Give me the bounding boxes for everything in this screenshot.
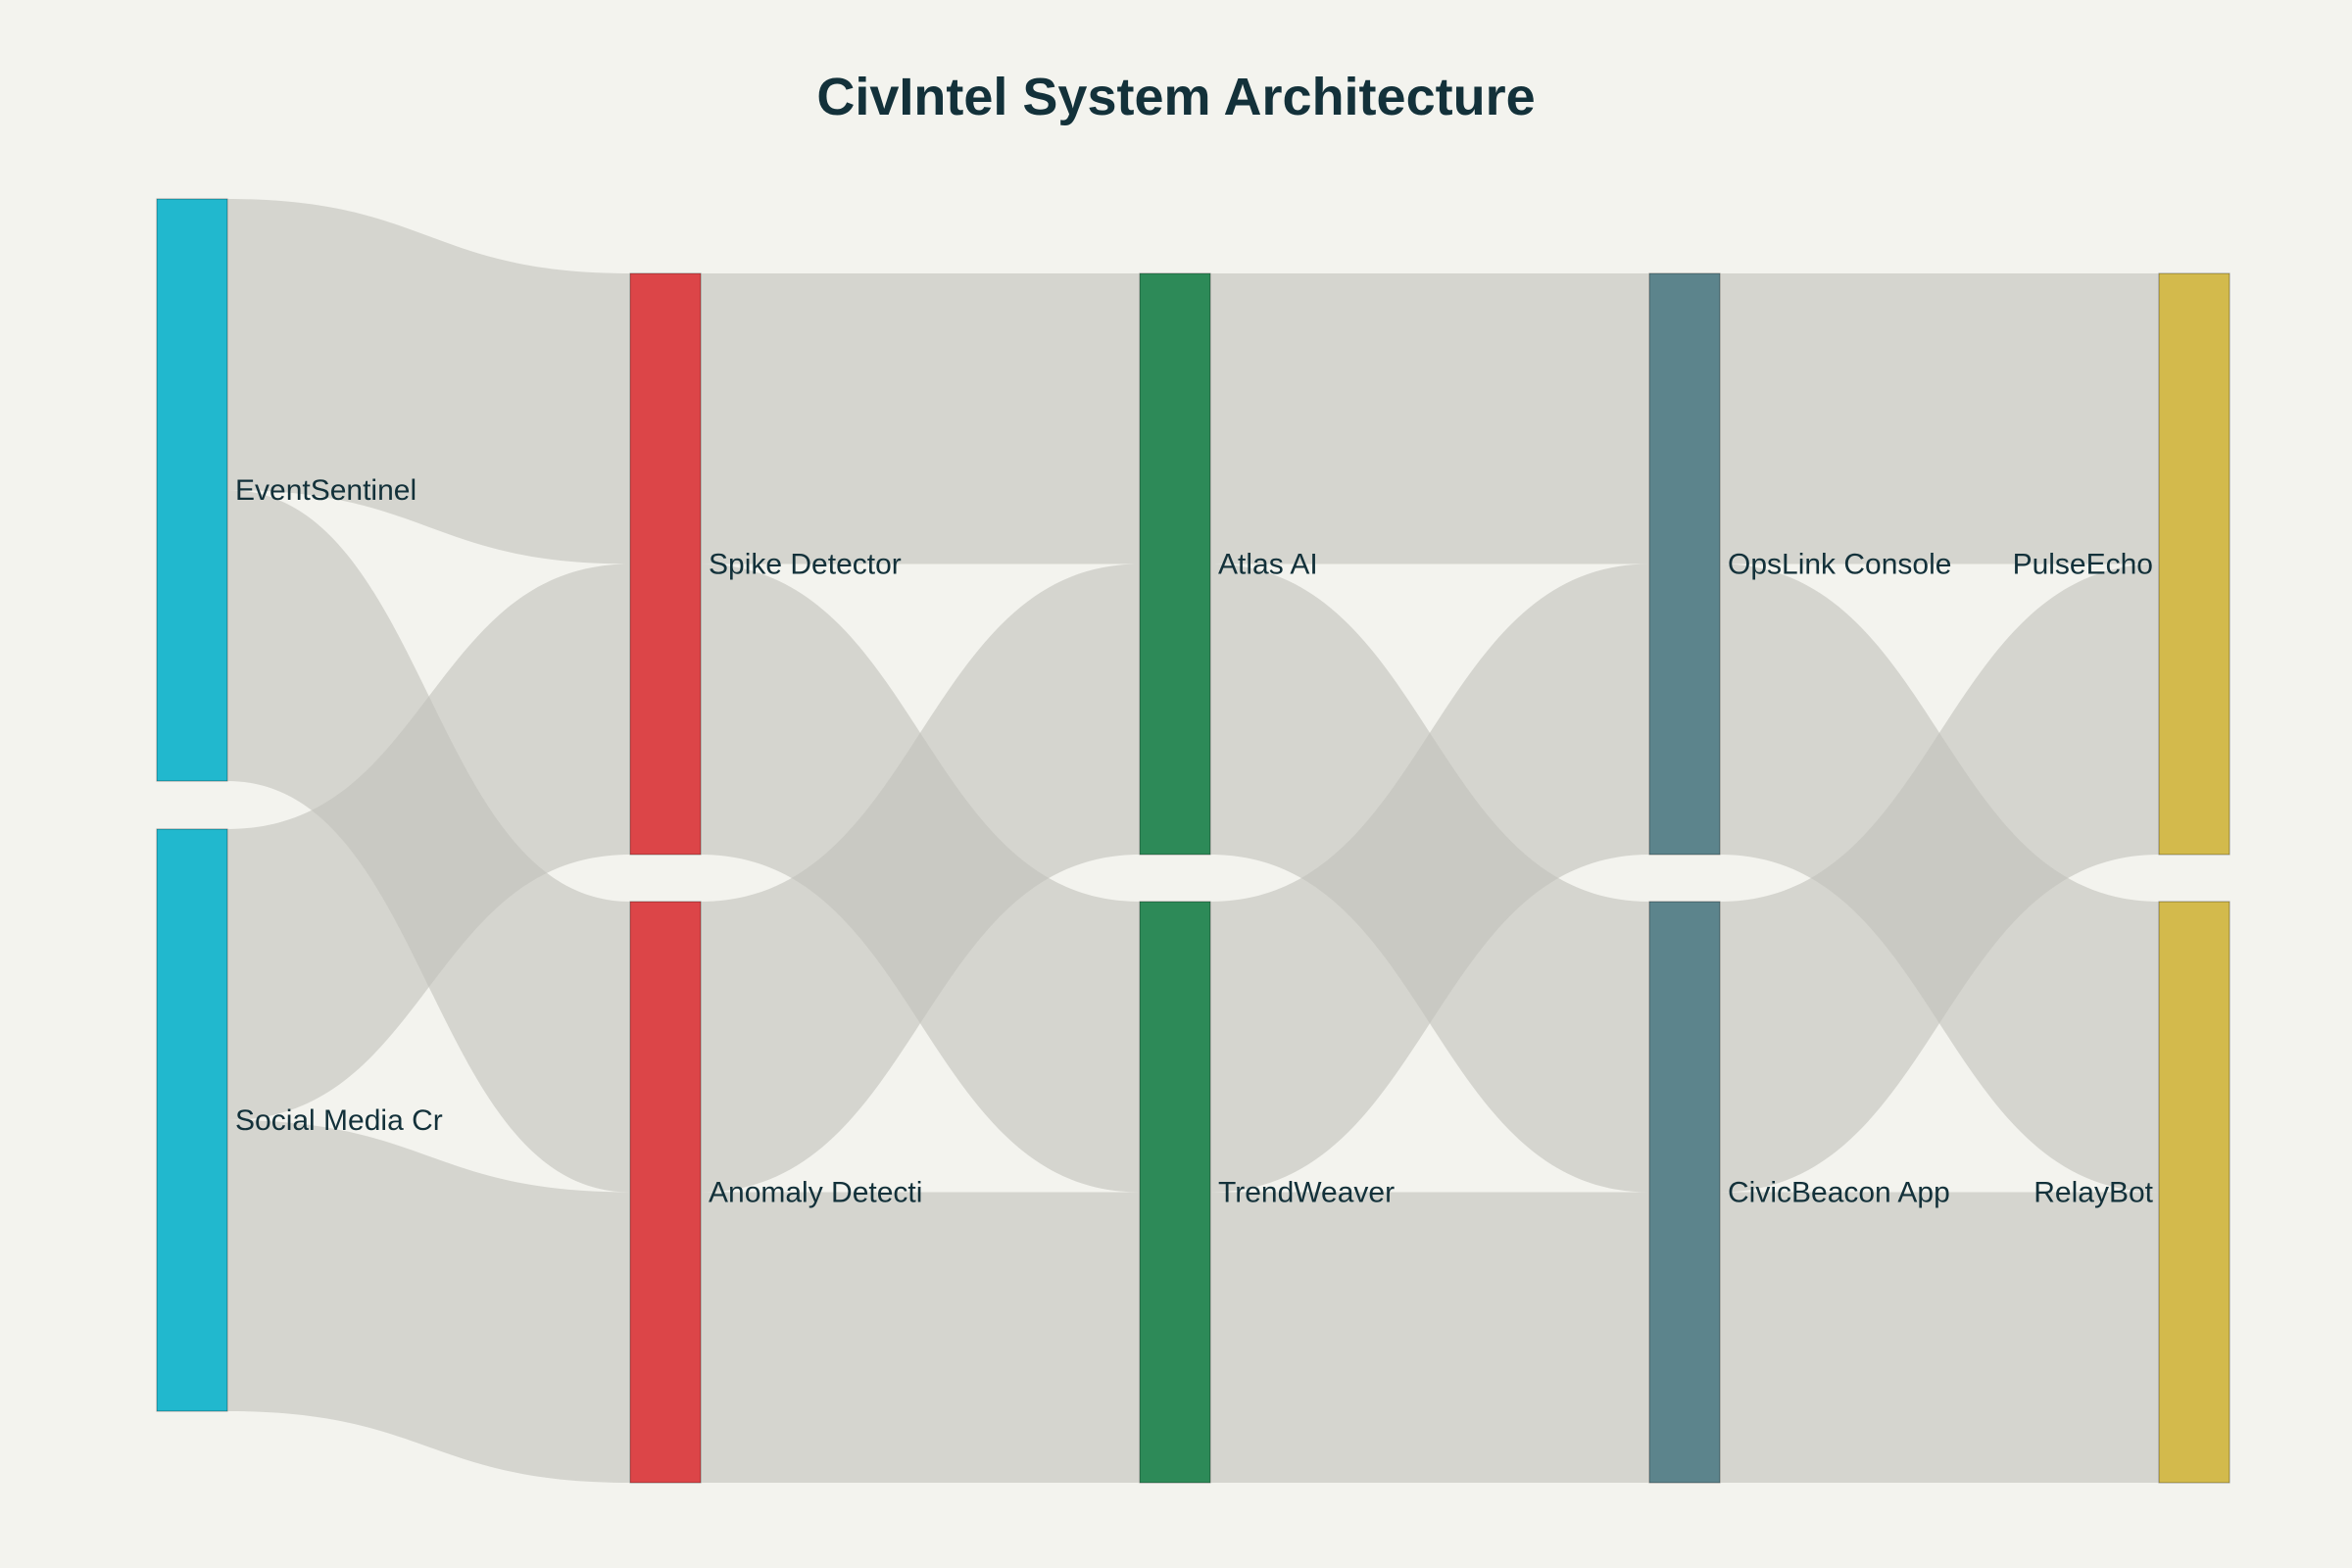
- link-anomaly_detection-to-atlas_ai: [701, 564, 1140, 1193]
- link-spike_detector-to-atlas_ai: [701, 273, 1140, 564]
- node-label-relaybot: RelayBot: [2034, 1177, 2153, 1209]
- node-label-spike_detector: Spike Detector: [709, 549, 902, 581]
- link-social_media-to-spike_detector: [227, 564, 630, 1120]
- node-atlas_ai[interactable]: [1139, 272, 1211, 856]
- node-label-atlas_ai: Atlas AI: [1218, 549, 1318, 581]
- link-civicbeacon_app-to-relaybot: [1720, 1192, 2159, 1483]
- link-trendweaver-to-opslink_console: [1210, 564, 1649, 1193]
- node-event_sentinel[interactable]: [156, 198, 228, 782]
- node-opslink_console[interactable]: [1648, 272, 1721, 856]
- node-label-pulseecho: PulseEcho: [2013, 549, 2153, 581]
- link-trendweaver-to-civicbeacon_app: [1210, 1192, 1649, 1483]
- chart-title: CivIntel System Architecture: [816, 68, 1535, 126]
- link-civicbeacon_app-to-pulseecho: [1720, 564, 2159, 1193]
- node-label-anomaly_detection: Anomaly Detecti: [709, 1177, 922, 1209]
- node-label-civicbeacon_app: CivicBeacon App: [1728, 1177, 1950, 1209]
- link-social_media-to-anomaly_detection: [227, 1120, 630, 1483]
- link-event_sentinel-to-spike_detector: [227, 199, 630, 564]
- node-label-social_media: Social Media Cr: [235, 1104, 443, 1137]
- link-opslink_console-to-pulseecho: [1720, 273, 2159, 564]
- link-atlas_ai-to-opslink_console: [1210, 273, 1649, 564]
- node-label-opslink_console: OpsLink Console: [1728, 549, 1951, 581]
- node-civicbeacon_app[interactable]: [1648, 901, 1721, 1484]
- sankey-links: [227, 199, 2159, 1483]
- link-anomaly_detection-to-trendweaver: [701, 1192, 1140, 1483]
- node-label-event_sentinel: EventSentinel: [235, 474, 416, 507]
- node-relaybot[interactable]: [2158, 901, 2230, 1484]
- node-social_media[interactable]: [156, 828, 228, 1412]
- node-trendweaver[interactable]: [1139, 901, 1211, 1484]
- node-anomaly_detection[interactable]: [629, 901, 702, 1484]
- node-label-trendweaver: TrendWeaver: [1218, 1177, 1395, 1209]
- sankey-labels: EventSentinel Social Media Cr Spike Detect…: [235, 474, 2154, 1209]
- node-pulseecho[interactable]: [2158, 272, 2230, 856]
- sankey-nodes: [156, 198, 2230, 1484]
- node-spike_detector[interactable]: [629, 272, 702, 856]
